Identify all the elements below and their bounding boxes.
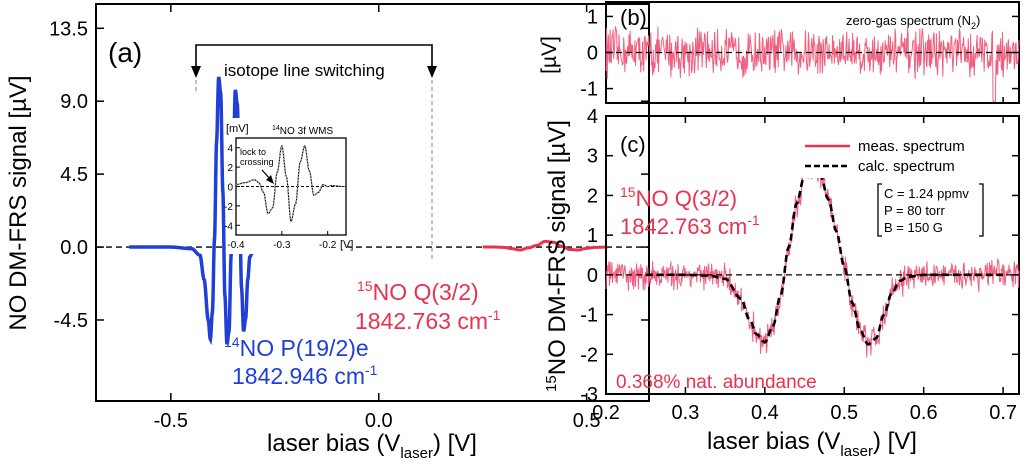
inset-y-tick-label: 4: [227, 144, 233, 155]
label-15NO-wavenumber: 1842.763 cm-1: [355, 307, 501, 334]
param-field: B = 150 G: [884, 220, 943, 235]
y-tick-label-a: -4.5: [54, 310, 88, 332]
y-tick-label-a: 13.5: [49, 18, 88, 40]
inset-y-tick-label: -4: [224, 221, 233, 232]
y-tick-label-c: 3: [587, 146, 598, 168]
panel-a-y-ticks: -4.5 0.0 4.5 9.0 13.5: [49, 18, 649, 332]
panel-b-annotation: zero-gas spectrum (N2): [846, 13, 980, 31]
panel-c-species-label: 15NO Q(3/2): [620, 184, 737, 211]
x-tick-label-c: 0.3: [672, 402, 700, 424]
y-tick-label-b: -1: [580, 79, 598, 101]
legend-meas-label: meas. spectrum: [858, 138, 965, 155]
inset-x-tick-label: -0.2: [319, 240, 337, 251]
inset-title: 14NO 3f WMS: [272, 125, 333, 137]
panel-a-frame: [95, 3, 650, 402]
x-tick-label-a: -0.5: [154, 410, 188, 432]
y-tick-label-a: 0.0: [60, 237, 88, 259]
panel-c-label: (c): [620, 132, 646, 157]
x-tick-label-a: 0.0: [365, 410, 393, 432]
panel-c-wavenumber-label: 1842.763 cm-1: [620, 212, 760, 239]
panel-a-15NO-series-line: [482, 239, 608, 252]
y-tick-label-a: 9.0: [60, 91, 88, 113]
switch-annotation-text: isotope line switching: [224, 61, 385, 80]
inset-y-unit: [mV]: [226, 123, 249, 135]
switch-right-arrow-icon: [427, 66, 437, 78]
y-tick-label-c: -2: [580, 344, 598, 366]
panel-a-y-axis-title: NO DM-FRS signal [µV]: [5, 75, 32, 330]
panel-a-label: (a): [108, 37, 142, 68]
inset-x-unit: [V]: [340, 239, 353, 251]
inset-x-ticks: -0.4 -0.3 -0.2: [227, 231, 337, 251]
inset-y-tick-label: -2: [224, 202, 233, 213]
param-pressure: P = 80 torr: [884, 203, 945, 218]
inset-arrow-icon: [266, 175, 274, 184]
y-tick-label-b: 1: [587, 6, 598, 28]
y-tick-label-b: 0: [587, 43, 598, 65]
param-concentration: C = 1.24 ppmv: [884, 186, 969, 201]
inset-annotation-line1: lock to: [240, 147, 266, 157]
panel-b-x-ticks: [605, 97, 1004, 103]
y-tick-label-c: 2: [587, 185, 598, 207]
panel-c-x-axis-title: laser bias (Vlaser) [V]: [707, 428, 917, 460]
y-tick-label-c: 1: [587, 225, 598, 247]
panel-c-y-ticks: -3 -2 -1 0 1 2 3 4: [580, 106, 1019, 406]
panel-b-label: (b): [620, 5, 647, 30]
inset-3f-wms: -4 -2 0 2 4 -0.4 -0.3 -0.2 [mV] 14NO 3f WMS lo…: [224, 118, 353, 254]
panel-a-x-axis-title: laser bias (Vlaser) [V]: [267, 430, 477, 462]
x-tick-label-c: 0.5: [830, 402, 858, 424]
inset-y-tick-label: 2: [227, 163, 233, 174]
y-tick-label-c: -3: [580, 384, 598, 406]
x-tick-label-c: 0.4: [751, 402, 779, 424]
switch-bracket-line: [195, 44, 433, 70]
inset-y-tick-label: 0: [227, 183, 233, 194]
inset-x-tick-label: -0.3: [273, 240, 291, 251]
y-tick-label-c: -1: [580, 305, 598, 327]
x-tick-label-c: 0.6: [910, 402, 938, 424]
inset-y-ticks: -4 -2 0 2 4: [224, 144, 240, 232]
label-15NO-line: 15NO Q(3/2): [357, 278, 479, 305]
inset-annotation-line2: crossing: [240, 157, 274, 167]
panel-c-frame: [605, 115, 1020, 395]
label-14NO-line: 14NO P(19/2)e: [224, 334, 369, 361]
param-right-bracket: [979, 183, 984, 237]
label-14NO-wavenumber: 1842.946 cm-1: [232, 362, 378, 389]
y-tick-label-c: 4: [587, 106, 598, 128]
inset-x-tick-label: -0.4: [227, 240, 245, 251]
panel-c-x-ticks: 0.2 0.3 0.4 0.5 0.6 0.7: [592, 116, 1017, 424]
panel-c-abundance-label: 0.368% nat. abundance: [616, 372, 817, 393]
param-left-bracket: [877, 183, 882, 237]
y-tick-label-c: 0: [587, 265, 598, 287]
panel-c: -3 -2 -1 0 1 2 3 4 0.2 0.3 0.4 0.5 0.6 0.7 (c) meas.…: [543, 106, 1020, 460]
panel-b-y-axis-title: [µV]: [538, 36, 561, 74]
switch-left-arrow-icon: [191, 66, 201, 78]
inset-3f-curve-dotted: [235, 145, 346, 223]
panel-b: -1 0 1 (b) zero-gas spectrum (N2) [µV]: [538, 1, 1020, 104]
panel-a-x-ticks: -0.5 0.0 0.5: [154, 4, 601, 432]
isotope-switch-annotation: isotope line switching: [191, 44, 437, 260]
panel-c-calculated-series-line: [645, 166, 1004, 346]
x-tick-label-c: 0.2: [592, 402, 620, 424]
panel-a: -4.5 0.0 4.5 9.0 13.5 -0.5 0.0 0.5 (a) isotope…: [5, 3, 650, 462]
y-tick-label-a: 4.5: [60, 164, 88, 186]
parameter-box: C = 1.24 ppmv P = 80 torr B = 150 G: [877, 182, 984, 238]
x-tick-label-c: 0.7: [989, 402, 1017, 424]
panel-b-noise-series-line: [605, 26, 1020, 102]
panel-c-legend: meas. spectrum calc. spectrum: [796, 134, 976, 178]
panel-c-y-axis-title: 15NO DM-FRS signal [µV]: [543, 120, 571, 392]
x-tick-label-a: 0.5: [573, 410, 601, 432]
panel-b-y-ticks: -1 0 1: [580, 6, 1019, 101]
legend-calc-label: calc. spectrum: [858, 158, 955, 175]
